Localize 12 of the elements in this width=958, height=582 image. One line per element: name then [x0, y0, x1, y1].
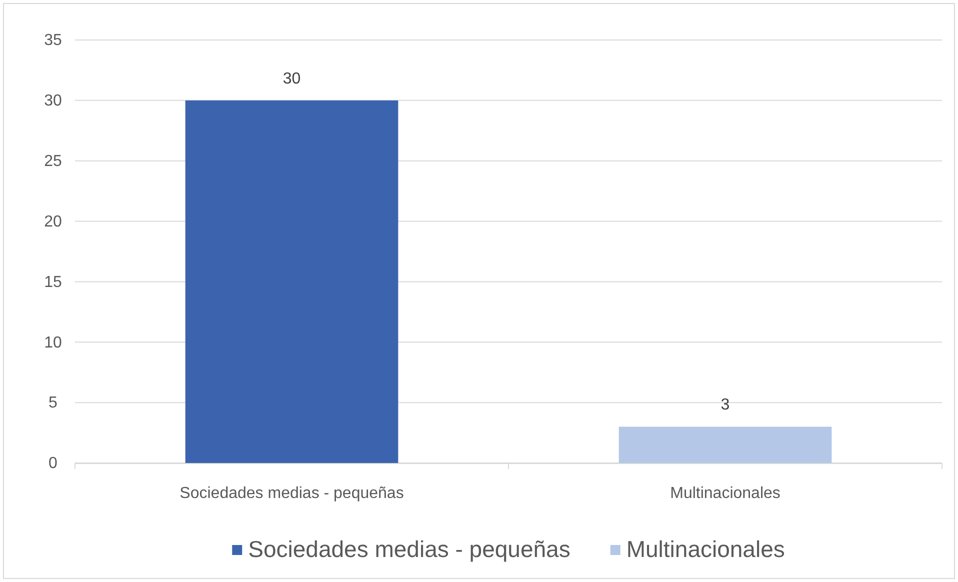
- legend-label: Sociedades medias - pequeñas: [248, 536, 570, 562]
- y-tick-label: 35: [44, 32, 62, 50]
- y-tick-label: 5: [48, 394, 58, 412]
- y-tick-label: 20: [44, 213, 62, 230]
- y-tick-label: 0: [48, 455, 58, 472]
- data-label: 30: [282, 70, 301, 88]
- y-tick-label: 30: [44, 92, 62, 110]
- y-tick-label: 25: [44, 152, 62, 170]
- data-label: 3: [720, 396, 730, 414]
- legend-label: Multinacionales: [626, 536, 785, 562]
- y-tick-label: 15: [44, 274, 62, 291]
- y-tick-label: 10: [44, 334, 62, 352]
